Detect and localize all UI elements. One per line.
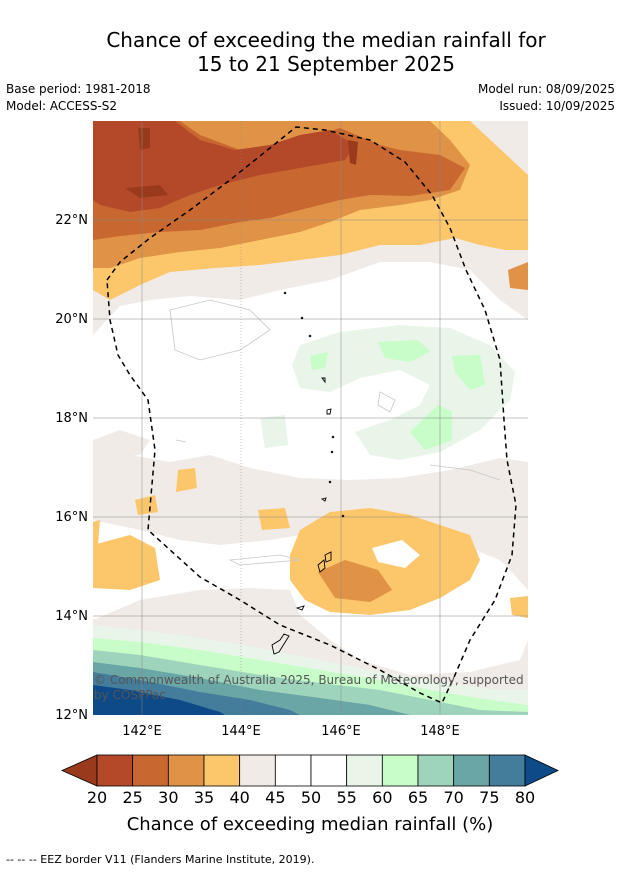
lon-axis: 142°E 144°E 146°E 148°E: [122, 724, 460, 739]
model-name: Model: ACCESS-S2: [6, 99, 118, 113]
colorbar-bin: [417, 754, 455, 787]
lat-tick-14: 14°N: [55, 609, 88, 624]
meta-left: Base period: 1981-2018 Model: ACCESS-S2: [6, 81, 151, 115]
graticule: [93, 121, 528, 715]
colorbar-tick-label: 25: [122, 788, 142, 807]
contour-lines: [169, 299, 501, 566]
colorbar-tick-label: 70: [443, 788, 463, 807]
colorbar-title: Chance of exceeding median rainfall (%): [127, 814, 494, 835]
colorbar-tick-label: 60: [372, 788, 392, 807]
title-line-2: 15 to 21 September 2025: [197, 52, 455, 76]
colorbar-bin: [96, 754, 134, 787]
copyright-line-2: by COSPPac: [94, 688, 166, 702]
colorbar-tick-label: 45: [265, 788, 285, 807]
shade-60-65-d: [310, 352, 328, 370]
shade-55-60-west: [260, 415, 288, 448]
colorbar: 20 25 30 35 40 45 50 55 60 65 70 75 80: [61, 754, 559, 807]
model-run: Model run: 08/09/2025: [477, 82, 615, 96]
colorbar-tick-label: 20: [87, 788, 107, 807]
shade-below-20-b: [348, 140, 358, 165]
island-saipan: [324, 551, 332, 563]
shade-hole-white: [372, 540, 420, 568]
shade-60-65-b: [452, 355, 485, 390]
colorbar-tick-label: 65: [408, 788, 428, 807]
shade-below-20-a: [138, 128, 150, 150]
shade-below-20-c: [125, 185, 168, 198]
shade-60-65-a: [378, 340, 430, 362]
colorbar-bin: [239, 754, 276, 787]
shade-30-35-east: [508, 262, 528, 290]
colorbar-bin: [203, 754, 241, 787]
lat-tick-22: 22°N: [55, 213, 88, 228]
island-agrihan: [321, 377, 326, 384]
lat-tick-20: 20°N: [55, 312, 88, 327]
colorbar-extend-low: [61, 754, 98, 787]
base-period: Base period: 1981-2018: [6, 82, 151, 96]
colorbar-bin: [488, 754, 526, 787]
shade-40-45-wpatch: [93, 430, 150, 460]
meta-right: Model run: 08/09/2025 Issued: 10/09/2025: [478, 81, 615, 115]
lon-tick-146: 146°E: [321, 724, 361, 739]
map-title: Chance of exceeding the median rainfall …: [0, 28, 621, 76]
colorbar-tick-label: 40: [229, 788, 249, 807]
lon-tick-142: 142°E: [122, 724, 162, 739]
island-anatahan: [320, 497, 327, 502]
issued-date: Issued: 10/09/2025: [499, 99, 615, 113]
colorbar-bin: [274, 754, 312, 787]
colorbar-extend-high: [524, 754, 559, 787]
colorbar-bin: [132, 754, 169, 787]
shade-35-40-g: [93, 520, 100, 548]
lon-tick-148: 148°E: [420, 724, 460, 739]
colorbar-tick-label: 30: [158, 788, 178, 807]
island-pagan: [326, 408, 332, 415]
shade-35-40-f: [510, 596, 528, 618]
colorbar-bin: [453, 754, 490, 787]
colorbar-bin: [310, 754, 348, 787]
colorbar-tick-label: 35: [194, 788, 214, 807]
eez-border: [106, 126, 517, 704]
title-line-1: Chance of exceeding the median rainfall …: [106, 28, 546, 52]
lat-axis: 12°N 14°N 16°N 18°N 20°N 22°N: [55, 213, 88, 723]
colorbar-bin: [167, 754, 205, 787]
lat-tick-12: 12°N: [55, 708, 88, 723]
shade-35-40-west: [93, 535, 160, 590]
shade-35-40-d: [135, 495, 158, 515]
colorbar-bin: [381, 754, 419, 787]
lat-tick-18: 18°N: [55, 411, 88, 426]
shade-above-80-south: [93, 685, 225, 715]
footer-note: -- -- -- EEZ border V11 (Flanders Marine…: [6, 853, 315, 866]
island-outlines: [271, 291, 345, 655]
colorbar-tick-label: 50: [301, 788, 321, 807]
shade-35-40-c: [258, 508, 290, 530]
colorbar-tick-label: 75: [479, 788, 499, 807]
island-rota: [295, 605, 305, 611]
copyright-line-1: © Commonwealth of Australia 2025, Bureau…: [94, 673, 524, 687]
island-guam: [271, 633, 290, 655]
colorbar-bin: [346, 754, 383, 787]
island-tinian: [317, 559, 326, 573]
shade-35-40-e: [176, 468, 197, 492]
lat-tick-16: 16°N: [55, 510, 88, 525]
colorbar-tick-label: 80: [515, 788, 535, 807]
colorbar-tick-label: 55: [336, 788, 356, 807]
shade-60-65-c: [410, 405, 452, 450]
shade-30-35-south: [318, 560, 392, 602]
lon-tick-144: 144°E: [221, 724, 261, 739]
